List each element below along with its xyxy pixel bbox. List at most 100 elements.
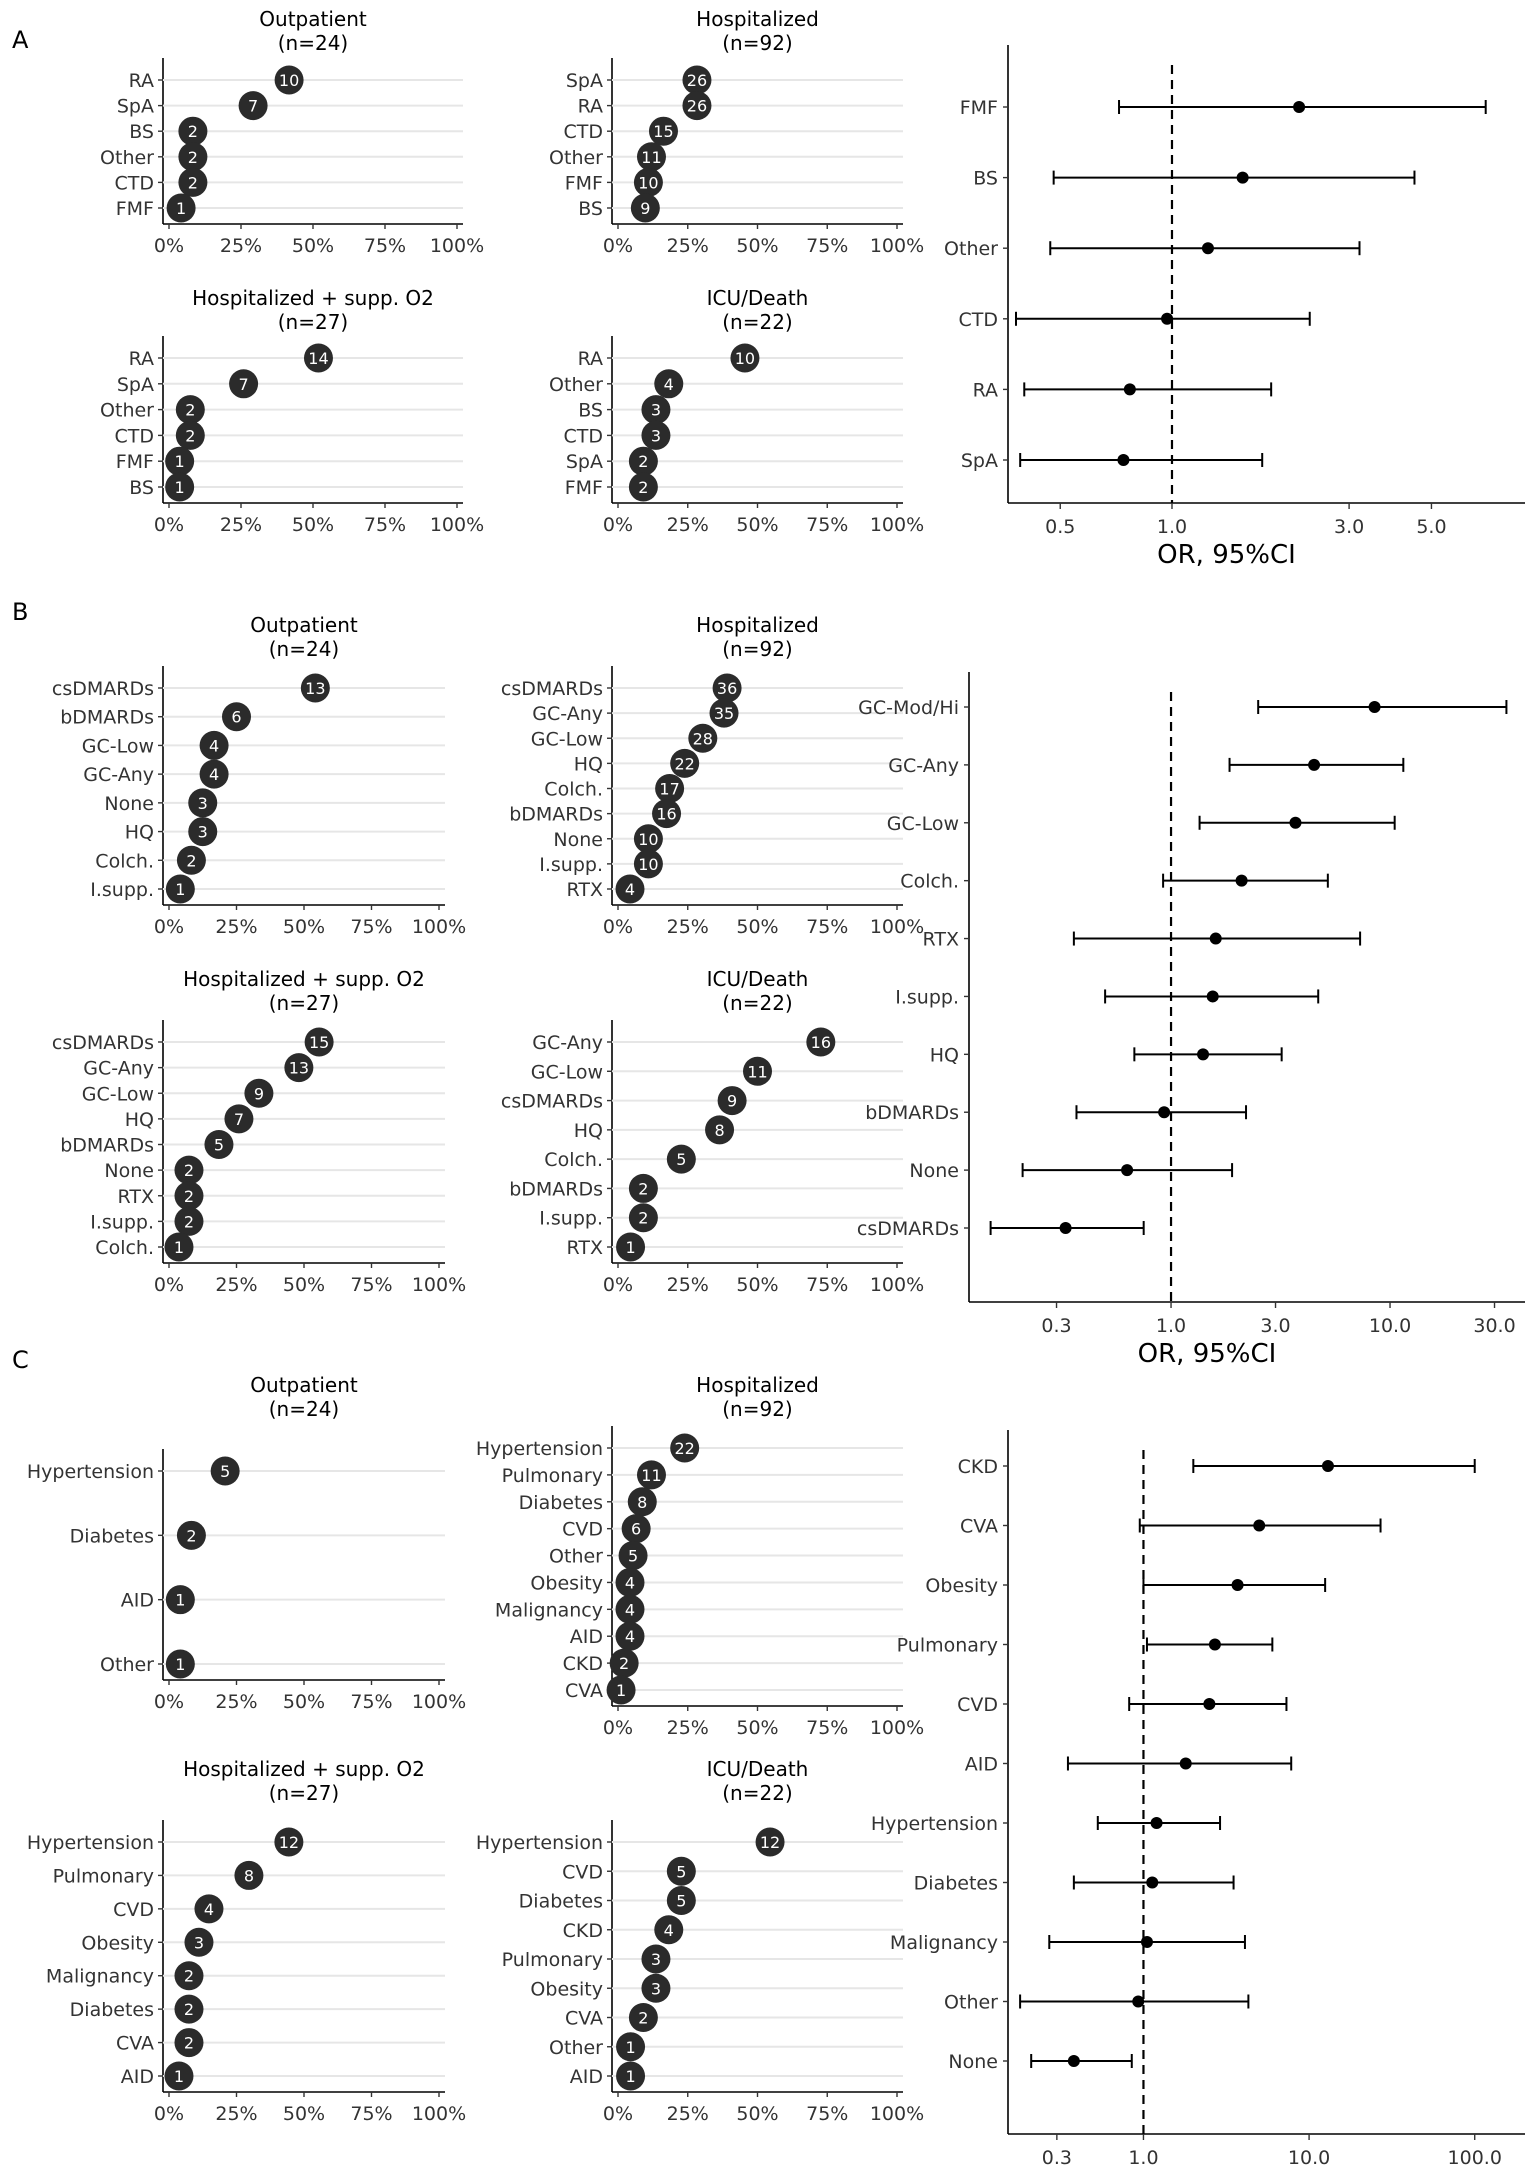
y-tick-label: BS: [973, 168, 998, 190]
data-label: 3: [194, 1933, 204, 1952]
y-tick-label: Colch.: [95, 850, 154, 872]
odds-ratio-point: [1161, 312, 1174, 325]
data-point: [199, 759, 229, 789]
y-tick-label: RTX: [923, 929, 959, 951]
x-tick-label: 75%: [806, 1717, 848, 1739]
data-point: [274, 1827, 304, 1857]
data-point: [165, 874, 195, 904]
data-point: [616, 1232, 646, 1262]
odds-ratio-point: [1321, 1460, 1334, 1472]
y-tick-label: I.supp.: [90, 879, 154, 901]
x-tick-label: 25%: [667, 1274, 709, 1296]
y-tick-label: CVD: [562, 1519, 603, 1541]
data-point: [621, 1514, 651, 1544]
plot-title: Hospitalized + supp. O2: [183, 967, 425, 991]
y-tick-label: RA: [578, 348, 603, 370]
data-point: [184, 1927, 214, 1957]
x-tick-label: 0%: [603, 1274, 633, 1296]
y-tick-label: Hypertension: [476, 1832, 603, 1854]
data-point: [244, 1078, 274, 1108]
data-label: 9: [254, 1084, 264, 1103]
x-tick-label: 0.3: [1041, 1315, 1071, 1337]
data-label: 9: [640, 199, 650, 218]
odds-ratio-point: [1236, 171, 1249, 184]
data-point: [615, 874, 645, 904]
y-tick-label: None: [104, 1160, 154, 1182]
data-label: 3: [651, 426, 661, 445]
data-point: [304, 1027, 334, 1057]
odds-ratio-point: [1289, 816, 1302, 829]
plot-title: ICU/Death: [707, 967, 809, 991]
y-tick-label: AID: [570, 1626, 603, 1648]
y-tick-label: bDMARDs: [509, 804, 603, 826]
data-point: [176, 1520, 206, 1550]
y-tick-label: csDMARDs: [501, 1091, 603, 1113]
data-label: 5: [676, 1862, 686, 1881]
x-tick-label: 5.0: [1416, 516, 1446, 538]
y-tick-label: bDMARDs: [60, 1135, 154, 1157]
y-tick-label: bDMARDs: [509, 1178, 603, 1200]
x-tick-label: 50%: [736, 1274, 778, 1296]
y-tick-label: BS: [129, 477, 154, 499]
odds-ratio-point: [1293, 101, 1306, 113]
odds-ratio-point: [1150, 1817, 1163, 1829]
odds-ratio-point: [1208, 1638, 1221, 1651]
data-label: 2: [638, 1209, 648, 1228]
x-tick-label: 25%: [667, 1717, 709, 1739]
dot-plot: Hospitalized + supp. O2(n=27) Hypertensio…: [27, 1757, 466, 2125]
data-point: [238, 91, 268, 121]
data-point: [165, 1649, 195, 1679]
data-label: 4: [625, 1573, 635, 1592]
plot-subtitle: (n=24): [269, 1397, 340, 1421]
data-label: 1: [625, 2067, 635, 2086]
x-tick-label: 0%: [603, 916, 633, 938]
data-label: 4: [209, 765, 219, 784]
data-label: 10: [638, 830, 658, 849]
y-tick-label: Malignancy: [46, 1966, 154, 1988]
x-tick-label: 50%: [736, 514, 778, 536]
data-label: 2: [638, 478, 648, 497]
plot-subtitle: (n=92): [722, 31, 793, 55]
data-label: 8: [637, 1493, 647, 1512]
y-tick-label: Other: [100, 400, 154, 422]
data-point: [174, 1155, 204, 1185]
data-point: [633, 849, 663, 879]
data-point: [636, 142, 666, 172]
y-tick-label: Diabetes: [70, 1999, 154, 2021]
plot-title: ICU/Death: [707, 1757, 809, 1781]
data-point: [165, 472, 195, 502]
data-point: [174, 1961, 204, 1991]
x-tick-label: 1.0: [1128, 2147, 1158, 2168]
y-tick-label: Pulmonary: [502, 1949, 603, 1971]
data-label: 11: [641, 148, 661, 167]
x-tick-label: 3.0: [1260, 1315, 1290, 1337]
plot-title: Hospitalized: [696, 7, 819, 31]
data-label: 4: [204, 1900, 214, 1919]
x-tick-label: 100%: [870, 235, 924, 257]
x-tick-label: 1.0: [1157, 516, 1187, 538]
data-label: 3: [651, 401, 661, 420]
data-point: [628, 446, 658, 476]
y-tick-label: Colch.: [95, 1237, 154, 1259]
y-tick-label: GC-Low: [531, 728, 603, 750]
y-tick-label: HQ: [574, 1120, 603, 1142]
data-label: 35: [714, 704, 734, 723]
x-tick-label: 10.0: [1369, 1315, 1411, 1337]
data-label: 5: [214, 1136, 224, 1155]
plot-title: Hospitalized + supp. O2: [183, 1757, 425, 1781]
x-tick-label: 0%: [154, 1691, 184, 1713]
data-label: 1: [175, 880, 185, 899]
x-tick-label: 25%: [220, 235, 262, 257]
data-point: [164, 1232, 194, 1262]
x-tick-label: 75%: [806, 514, 848, 536]
data-point: [712, 673, 742, 703]
x-tick-label: 75%: [364, 514, 406, 536]
data-label: 1: [625, 1238, 635, 1257]
y-tick-label: csDMARDs: [52, 678, 154, 700]
x-tick-label: 75%: [350, 1274, 392, 1296]
x-tick-label: 25%: [215, 1274, 257, 1296]
data-point: [709, 698, 739, 728]
odds-ratio-point: [1121, 1164, 1134, 1177]
x-tick-label: 100%: [870, 916, 924, 938]
x-tick-label: 30.0: [1473, 1315, 1515, 1337]
